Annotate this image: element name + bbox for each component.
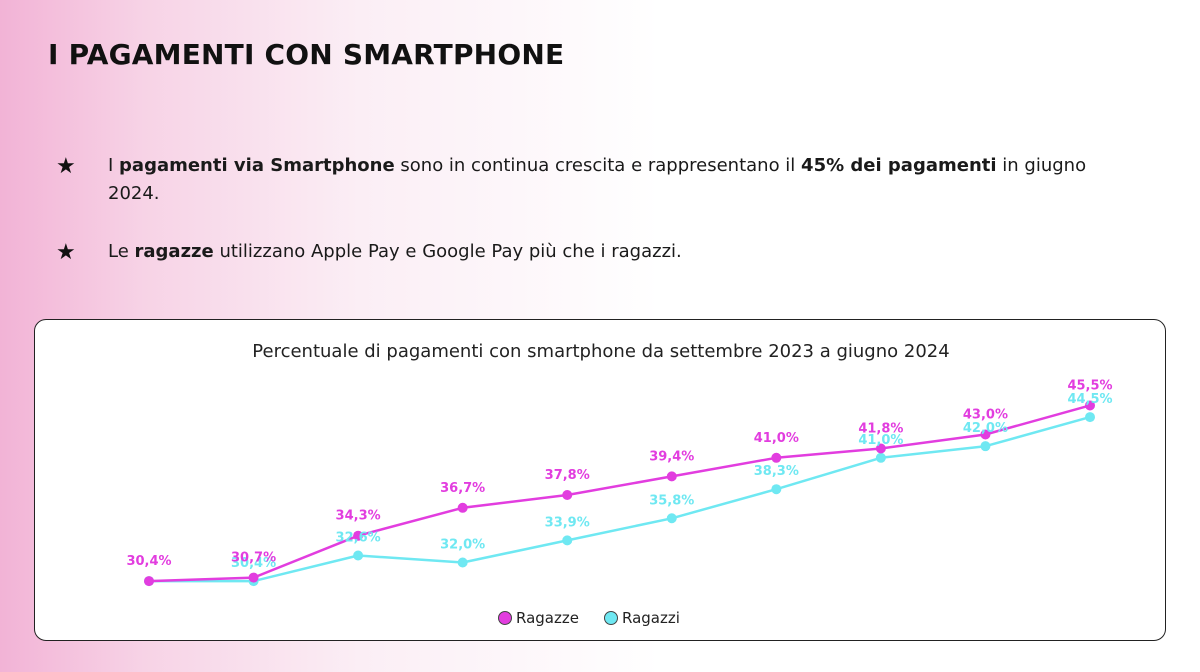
data-point-ragazze (666, 471, 677, 482)
data-point-ragazzi (562, 535, 573, 546)
series-line-ragazze (147, 404, 1092, 583)
legend-swatch-ragazze (498, 611, 512, 625)
data-point-ragazze (771, 452, 782, 463)
data-label-ragazzi: 35,8% (649, 493, 694, 508)
data-label-ragazzi: 32,0% (440, 538, 485, 553)
legend-label-ragazze: Ragazze (516, 609, 579, 627)
data-label-ragazzi: 42,0% (963, 421, 1008, 436)
data-label-ragazze: 30,7% (231, 551, 276, 566)
data-point-ragazze (1085, 400, 1095, 411)
data-label-ragazze: 34,3% (336, 509, 381, 524)
bullet-bold-part: pagamenti via Smartphone (119, 155, 395, 176)
bullet-list: ★ I pagamenti via Smartphone sono in con… (56, 152, 1116, 296)
chart-title: Percentuale di pagamenti con smartphone … (252, 341, 949, 362)
data-label-ragazzi: 38,3% (754, 464, 799, 479)
data-label-ragazze: 39,4% (649, 449, 694, 464)
bullet-text-part: I (108, 155, 120, 176)
star-icon: ★ (56, 239, 76, 264)
line-chart: Percentuale di pagamenti con smartphone … (126, 341, 1112, 627)
data-point-ragazzi (875, 452, 886, 463)
data-point-ragazze (353, 530, 364, 541)
data-label-ragazzi: 32,6% (336, 531, 381, 546)
data-label-ragazzi: 30,4% (231, 556, 276, 571)
page-title: I PAGAMENTI CON SMARTPHONE (48, 38, 565, 71)
bullet-item: ★ I pagamenti via Smartphone sono in con… (56, 152, 1116, 208)
data-point-ragazze (875, 443, 886, 454)
data-label-ragazzi: 44,5% (1067, 392, 1112, 407)
bullet-text: I pagamenti via Smartphone sono in conti… (108, 152, 1116, 208)
data-point-ragazze (457, 502, 468, 513)
data-label-ragazzi: 41,0% (858, 433, 903, 448)
data-point-ragazzi (1085, 412, 1095, 423)
bullet-text-part: utilizzano Apple Pay e Google Pay più ch… (213, 241, 682, 262)
legend-swatch-ragazzi (604, 611, 618, 625)
bullet-bold-part: 45% dei pagamenti (801, 155, 997, 176)
bullet-bold-part: ragazze (134, 241, 214, 262)
data-label-ragazze: 36,7% (440, 481, 485, 496)
bullet-text-part: Le (108, 241, 135, 262)
data-label-ragazze: 37,8% (545, 468, 590, 483)
data-point-ragazzi (771, 484, 782, 495)
star-icon: ★ (56, 153, 76, 178)
data-point-ragazze (980, 429, 991, 440)
data-label-ragazze: 41,8% (858, 422, 903, 437)
data-label-ragazze: 41,0% (754, 431, 799, 446)
series-line-ragazzi (147, 415, 1092, 583)
data-point-ragazze (144, 576, 154, 587)
data-label-ragazze: 43,0% (963, 408, 1008, 423)
bullet-text-part: in giugno 2024. (108, 155, 1087, 204)
data-point-ragazzi (353, 550, 364, 561)
bullet-text-part: sono in continua crescita e rappresentan… (394, 155, 802, 176)
bullet-item: ★ Le ragazze utilizzano Apple Pay e Goog… (56, 238, 1116, 266)
data-label-ragazzi: 33,9% (545, 515, 590, 530)
data-label-ragazze: 45,5% (1067, 378, 1112, 393)
data-point-ragazze (248, 572, 259, 583)
data-point-ragazzi (457, 557, 468, 568)
bullet-text: Le ragazze utilizzano Apple Pay e Google… (108, 238, 682, 266)
legend-label-ragazzi: Ragazzi (622, 609, 680, 627)
chart-card: Percentuale di pagamenti con smartphone … (34, 319, 1166, 641)
data-point-ragazzi (980, 441, 991, 452)
data-label-ragazze: 30,4% (126, 554, 171, 569)
data-point-ragazzi (666, 513, 677, 524)
data-point-ragazze (562, 490, 573, 501)
